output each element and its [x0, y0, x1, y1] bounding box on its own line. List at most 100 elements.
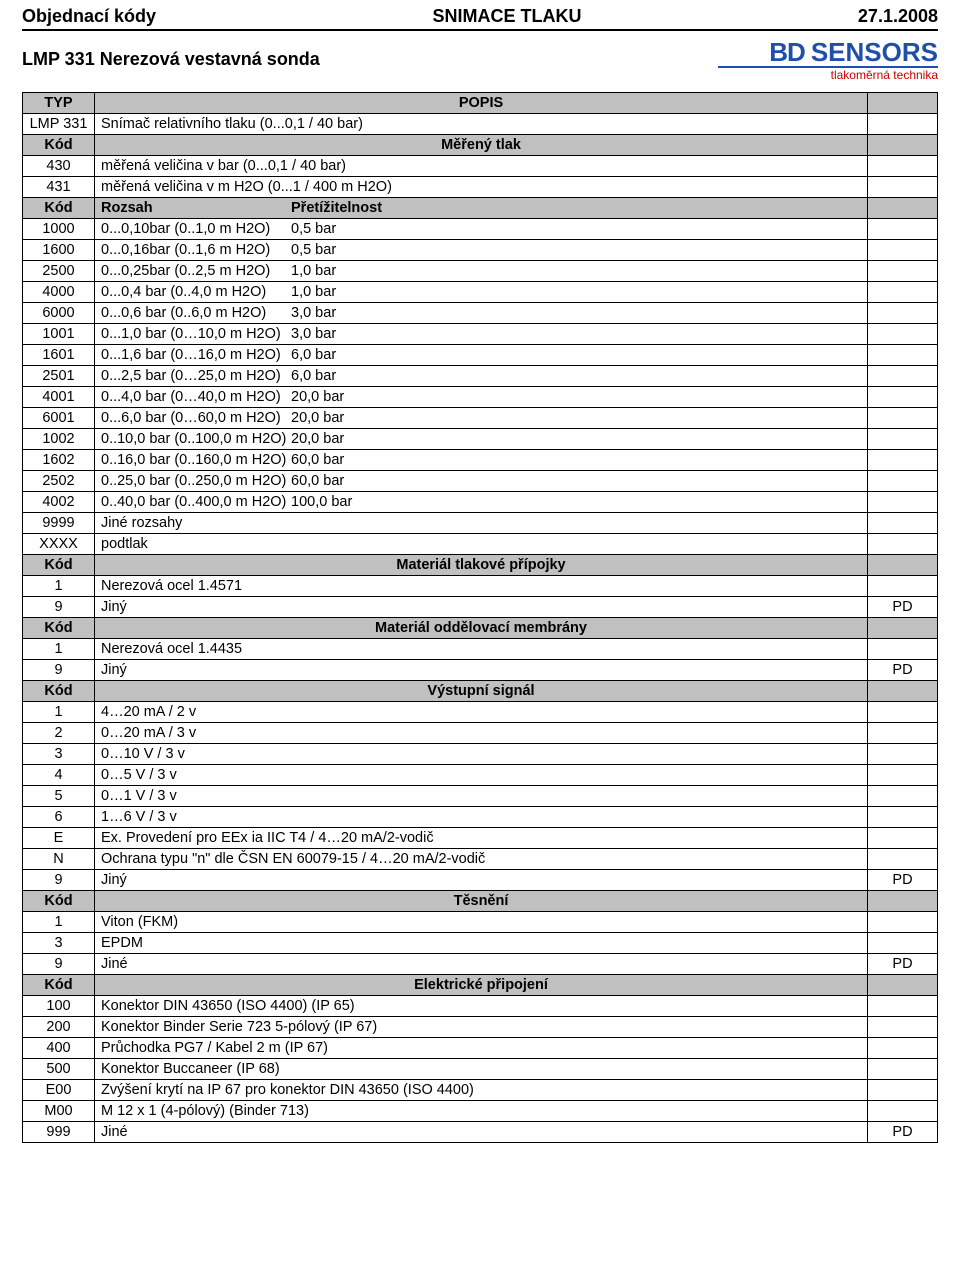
- cell-code: 2500: [23, 261, 95, 282]
- cell-code: 9: [23, 870, 95, 891]
- cell-desc: Jiný: [95, 870, 868, 891]
- cell-desc: 4…20 mA / 2 v: [95, 702, 868, 723]
- table-row: 1Nerezová ocel 1.4435: [23, 639, 938, 660]
- table-row: 14…20 mA / 2 v: [23, 702, 938, 723]
- cell-code: 1001: [23, 324, 95, 345]
- cell-desc: Konektor Buccaneer (IP 68): [95, 1059, 868, 1080]
- table-row: 61…6 V / 3 v: [23, 807, 938, 828]
- header-right: 27.1.2008: [858, 6, 938, 27]
- cell-desc: Jiné: [95, 954, 868, 975]
- cell-desc: Ex. Provedení pro EEx ia IIC T4 / 4…20 m…: [95, 828, 868, 849]
- cell-code: E: [23, 828, 95, 849]
- cell-desc: 0…20 mA / 3 v: [95, 723, 868, 744]
- cell-overload: 20,0 bar: [291, 389, 861, 405]
- cell-code: Kód: [23, 198, 95, 219]
- cell-right: [868, 723, 938, 744]
- cell-right: [868, 849, 938, 870]
- cell-range: 0...0,4 bar (0..4,0 m H2O): [101, 284, 291, 300]
- cell-desc: Jiný: [95, 660, 868, 681]
- table-row: 9999Jiné rozsahy: [23, 513, 938, 534]
- cell-overload: 6,0 bar: [291, 368, 861, 384]
- cell-desc: 0...0,16bar (0..1,6 m H2O)0,5 bar: [95, 240, 868, 261]
- cell-desc: Výstupní signál: [95, 681, 868, 702]
- cell-desc: 0...1,0 bar (0…10,0 m H2O)3,0 bar: [95, 324, 868, 345]
- cell-code: M00: [23, 1101, 95, 1122]
- cell-desc: 0…5 V / 3 v: [95, 765, 868, 786]
- cell-code: 6000: [23, 303, 95, 324]
- cell-right: [868, 387, 938, 408]
- cell-code: 100: [23, 996, 95, 1017]
- cell-right: [868, 765, 938, 786]
- logo-sensors-text: SENSORS: [811, 37, 938, 68]
- cell-range: 0...0,25bar (0..2,5 m H2O): [101, 263, 291, 279]
- cell-desc: Jiné: [95, 1122, 868, 1143]
- cell-right: PD: [868, 660, 938, 681]
- cell-right: [868, 786, 938, 807]
- table-row: 30…10 V / 3 v: [23, 744, 938, 765]
- cell-desc: 0..16,0 bar (0..160,0 m H2O)60,0 bar: [95, 450, 868, 471]
- cell-code: 1000: [23, 219, 95, 240]
- cell-desc: Jiné rozsahy: [95, 513, 868, 534]
- cell-right: PD: [868, 597, 938, 618]
- cell-desc: M 12 x 1 (4-pólový) (Binder 713): [95, 1101, 868, 1122]
- cell-right: [868, 429, 938, 450]
- table-row: 1Viton (FKM): [23, 912, 938, 933]
- cell-right: [868, 408, 938, 429]
- cell-code: 9999: [23, 513, 95, 534]
- cell-right: [868, 744, 938, 765]
- cell-range: Rozsah: [101, 200, 291, 216]
- cell-right: [868, 828, 938, 849]
- table-row: 60000...0,6 bar (0..6,0 m H2O)3,0 bar: [23, 303, 938, 324]
- table-row: XXXXpodtlak: [23, 534, 938, 555]
- cell-overload: 6,0 bar: [291, 347, 861, 363]
- cell-code: Kód: [23, 975, 95, 996]
- table-row: 9JinýPD: [23, 597, 938, 618]
- cell-desc: 0..40,0 bar (0..400,0 m H2O)100,0 bar: [95, 492, 868, 513]
- table-row: KódMateriál oddělovací membrány: [23, 618, 938, 639]
- cell-desc: Materiál tlakové přípojky: [95, 555, 868, 576]
- cell-desc: Snímač relativního tlaku (0...0,1 / 40 b…: [95, 114, 868, 135]
- table-row: KódRozsahPřetížitelnost: [23, 198, 938, 219]
- cell-desc: Konektor DIN 43650 (ISO 4400) (IP 65): [95, 996, 868, 1017]
- logo-bd-text: BD: [769, 37, 805, 68]
- cell-overload: 100,0 bar: [291, 494, 861, 510]
- cell-right: [868, 618, 938, 639]
- cell-right: [868, 1101, 938, 1122]
- cell-right: [868, 702, 938, 723]
- cell-code: Kód: [23, 135, 95, 156]
- cell-right: [868, 576, 938, 597]
- page: Objednací kódy SNIMACE TLAKU 27.1.2008 L…: [0, 0, 960, 1155]
- cell-code: 4002: [23, 492, 95, 513]
- header-top: Objednací kódy SNIMACE TLAKU 27.1.2008: [22, 6, 938, 31]
- cell-code: 4: [23, 765, 95, 786]
- table-row: KódMateriál tlakové přípojky: [23, 555, 938, 576]
- subheader: LMP 331 Nerezová vestavná sonda BD SENSO…: [22, 37, 938, 82]
- cell-overload: 3,0 bar: [291, 326, 861, 342]
- cell-range: 0...0,16bar (0..1,6 m H2O): [101, 242, 291, 258]
- cell-desc: Nerezová ocel 1.4435: [95, 639, 868, 660]
- cell-code: Kód: [23, 555, 95, 576]
- table-row: 431měřená veličina v m H2O (0...1 / 400 …: [23, 177, 938, 198]
- cell-right: [868, 177, 938, 198]
- cell-code: LMP 331: [23, 114, 95, 135]
- table-row: 40010...4,0 bar (0…40,0 m H2O)20,0 bar: [23, 387, 938, 408]
- table-row: 40000...0,4 bar (0..4,0 m H2O)1,0 bar: [23, 282, 938, 303]
- cell-overload: 20,0 bar: [291, 431, 861, 447]
- cell-right: [868, 1017, 938, 1038]
- table-row: 50…1 V / 3 v: [23, 786, 938, 807]
- table-row: 16000...0,16bar (0..1,6 m H2O)0,5 bar: [23, 240, 938, 261]
- cell-range: 0...2,5 bar (0…25,0 m H2O): [101, 368, 291, 384]
- cell-right: [868, 996, 938, 1017]
- table-row: 430měřená veličina v bar (0...0,1 / 40 b…: [23, 156, 938, 177]
- cell-desc: EPDM: [95, 933, 868, 954]
- cell-overload: 0,5 bar: [291, 242, 861, 258]
- cell-code: 400: [23, 1038, 95, 1059]
- table-row: 60010...6,0 bar (0…60,0 m H2O)20,0 bar: [23, 408, 938, 429]
- cell-right: [868, 1038, 938, 1059]
- cell-desc: 0...0,4 bar (0..4,0 m H2O)1,0 bar: [95, 282, 868, 303]
- cell-code: 9: [23, 597, 95, 618]
- cell-desc: 0...0,10bar (0..1,0 m H2O)0,5 bar: [95, 219, 868, 240]
- cell-code: 5: [23, 786, 95, 807]
- cell-code: 431: [23, 177, 95, 198]
- cell-code: 9: [23, 660, 95, 681]
